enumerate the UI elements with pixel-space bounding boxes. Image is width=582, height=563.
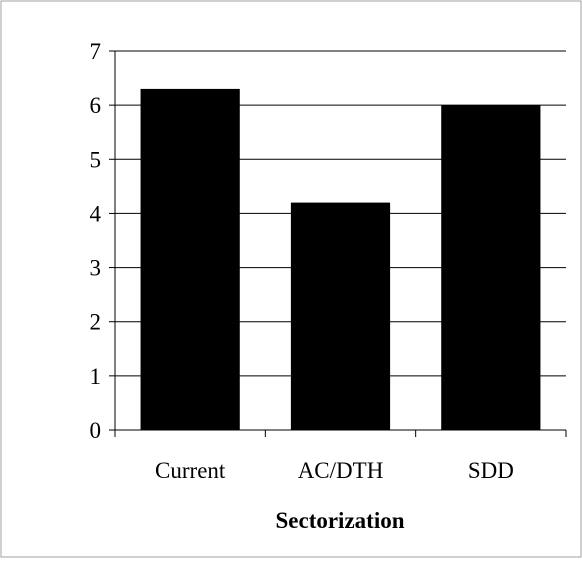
y-tick-label: 0 — [90, 418, 102, 443]
bar-sdd — [441, 105, 541, 431]
axes — [109, 50, 567, 437]
y-tick-label: 6 — [90, 93, 102, 118]
x-category-label: AC/DTH — [298, 458, 384, 483]
bar-ac-dth — [290, 202, 391, 430]
y-tick-label: 7 — [90, 39, 102, 64]
bar-current — [140, 88, 240, 431]
y-tick-labels: 0 1 2 3 4 5 6 7 — [90, 39, 102, 443]
x-axis-title: Sectorization — [275, 508, 404, 533]
y-tick-label: 1 — [90, 364, 102, 389]
y-tick-label: 3 — [90, 256, 102, 281]
y-tick-label: 5 — [90, 147, 102, 172]
x-category-label: SDD — [468, 458, 514, 483]
x-category-labels: Current AC/DTH SDD — [155, 458, 514, 483]
bars — [140, 88, 541, 431]
y-tick-label: 2 — [90, 310, 102, 335]
x-category-label: Current — [155, 458, 226, 483]
y-tick-label: 4 — [90, 201, 102, 226]
